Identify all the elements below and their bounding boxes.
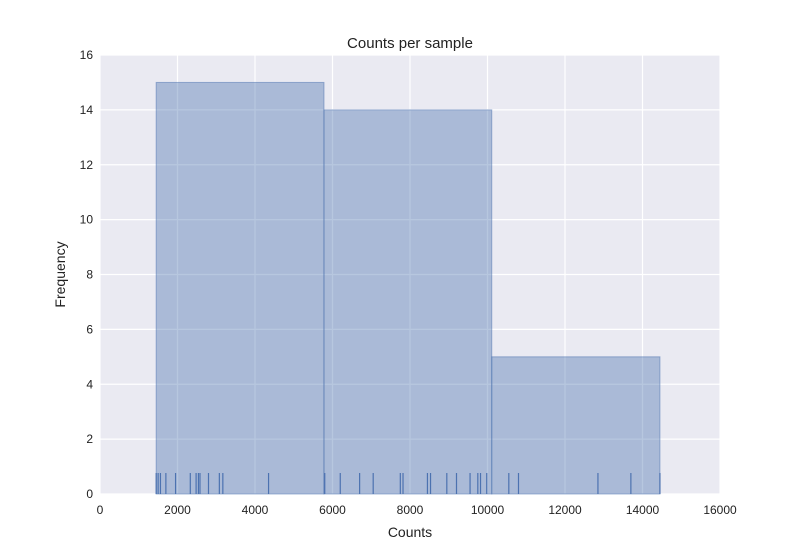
x-axis-label: Counts [388, 524, 432, 540]
rug-marks [155, 473, 661, 494]
x-tick-label: 10000 [471, 503, 505, 517]
x-tick-label: 6000 [319, 503, 346, 517]
x-tick-labels: 0 2000 4000 6000 8000 10000 12000 14000 16000 [97, 503, 737, 517]
y-tick-label: 14 [80, 103, 94, 117]
y-tick-label: 4 [86, 377, 93, 391]
y-tick-label: 12 [80, 158, 94, 172]
x-tick-label: 16000 [703, 503, 737, 517]
chart-title: Counts per sample [347, 35, 473, 52]
y-tick-label: 16 [80, 48, 94, 62]
y-axis-label: Frequency [52, 241, 68, 307]
y-tick-label: 8 [86, 268, 93, 282]
x-tick-label: 14000 [626, 503, 660, 517]
histogram-bar [155, 81, 325, 495]
x-tick-label: 4000 [242, 503, 269, 517]
y-tick-label: 0 [86, 487, 93, 501]
x-tick-label: 12000 [548, 503, 582, 517]
histogram-bar [491, 356, 661, 495]
x-tick-label: 8000 [397, 503, 424, 517]
y-tick-label: 10 [80, 213, 94, 227]
y-tick-labels: 0 2 4 6 8 10 12 14 16 [80, 48, 94, 501]
histogram-bars [155, 81, 661, 495]
y-tick-label: 6 [86, 322, 93, 336]
histogram-bar [323, 109, 493, 495]
y-tick-label: 2 [86, 432, 93, 446]
x-tick-label: 0 [97, 503, 104, 517]
x-tick-label: 2000 [164, 503, 191, 517]
